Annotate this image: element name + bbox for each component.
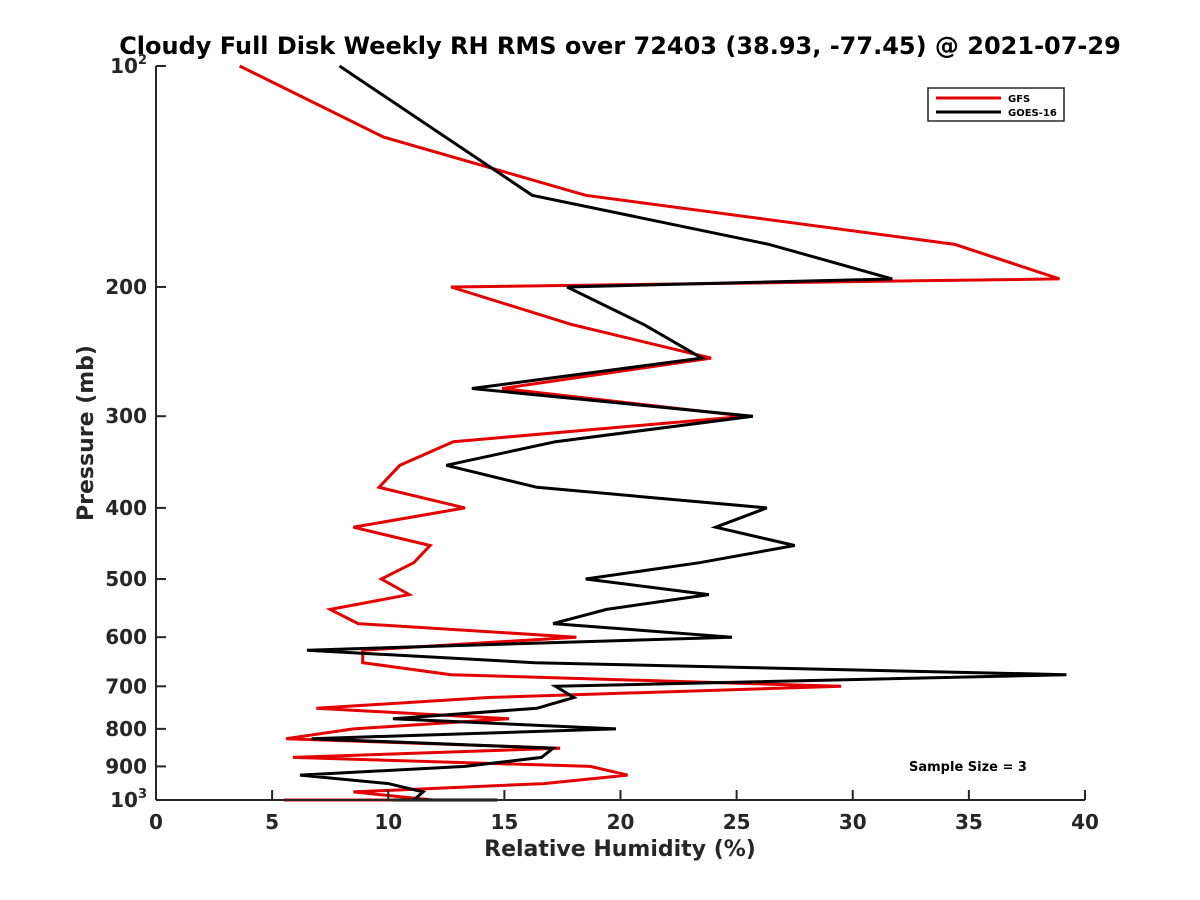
y-tick-label: 200 [105,275,147,299]
x-tick-label: 5 [265,810,279,834]
y-axis-title: Pressure (mb) [74,345,99,521]
y-tick-base: 10 [110,788,138,812]
x-tick-label: 35 [955,810,983,834]
y-tick-label: 800 [105,717,147,741]
legend-label-goes-16: GOES-16 [1008,108,1057,119]
x-tick-label: 10 [374,810,402,834]
chart-title: Cloudy Full Disk Weekly RH RMS over 7240… [119,32,1121,60]
y-tick-label: 300 [105,404,147,428]
series-layer [238,64,1067,802]
sample-size-label: Sample Size = 3 [909,760,1027,775]
y-tick-label: 700 [105,674,147,698]
x-axis-title: Relative Humidity (%) [484,837,756,862]
x-ticks: 0 5 10 15 20 25 30 35 40 [149,790,1099,834]
y-tick-exponent: 2 [138,53,147,68]
legend-label-gfs: GFS [1008,94,1030,105]
y-tick-label: 400 [105,496,147,520]
x-tick-label: 15 [490,810,518,834]
y-tick-label: 900 [105,754,147,778]
y-tick-base: 10 [110,54,138,78]
legend-box [927,87,1065,122]
y-tick-label: 600 [105,625,147,649]
y-tick-exponent: 3 [138,787,147,802]
series-line-gfs [238,64,1060,802]
y-tick-label: 500 [105,567,147,591]
x-tick-label: 40 [1071,810,1099,834]
y-tick-label: 103 [110,787,147,812]
x-tick-label: 30 [839,810,867,834]
x-tick-label: 0 [149,810,163,834]
series-line-goes-16 [299,64,1067,802]
x-tick-label: 25 [723,810,751,834]
x-tick-label: 20 [607,810,635,834]
legend: GFS GOES-16 [927,87,1065,122]
y-tick-label: 102 [110,53,147,78]
